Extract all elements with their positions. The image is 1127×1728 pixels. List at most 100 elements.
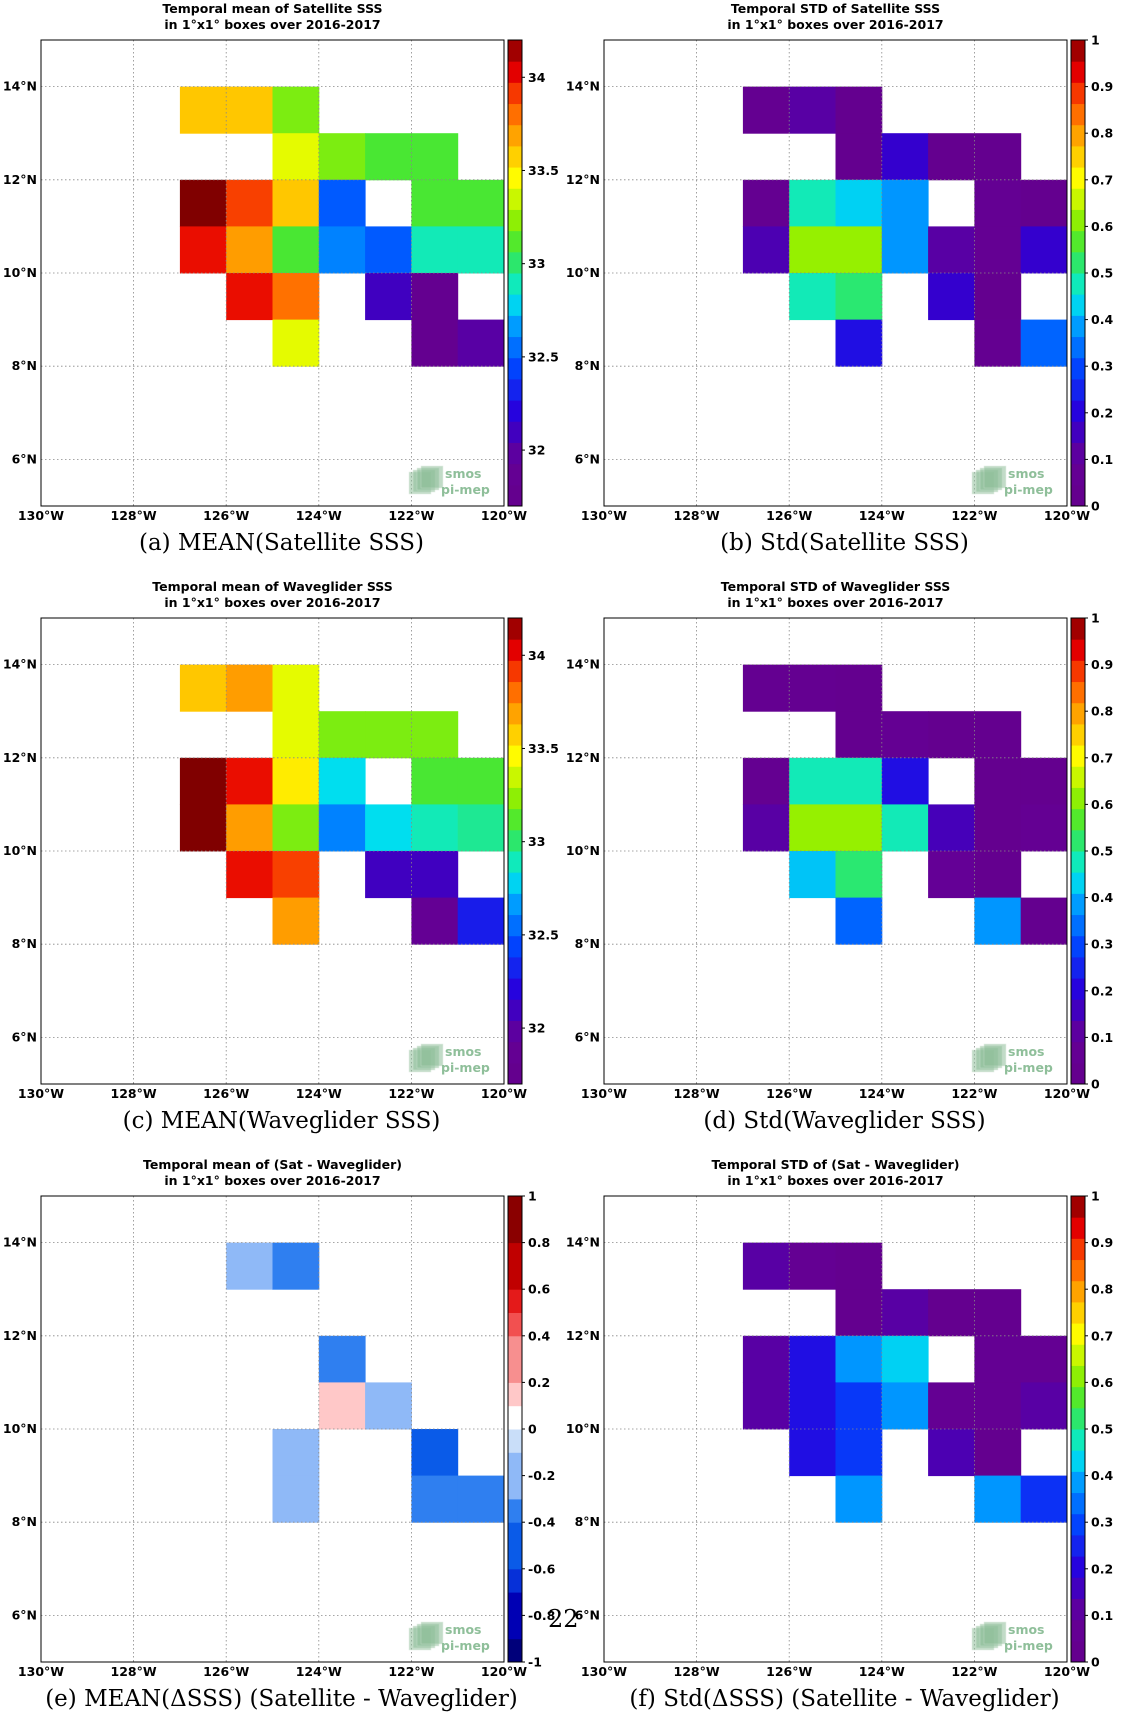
y-tick-label: 6°N [12,451,37,466]
heatmap-cell [179,226,227,274]
x-tick-label: 120°W [481,1086,527,1101]
heatmap-cell [272,897,320,945]
x-tick-label: 122°W [388,1086,434,1101]
heatmap-cell [226,226,273,274]
colorbar-tick-label: 0.7 [1091,750,1113,765]
heatmap-cell [974,1429,1022,1477]
heatmap-cell [318,1335,366,1383]
heatmap-cell [974,133,1022,181]
colorbar-tick-label: 0.2 [1091,1561,1113,1576]
colorbar-tick-label: 32 [528,443,545,458]
svg-text:pi-mep: pi-mep [1004,482,1053,497]
y-tick-label: 8°N [575,358,600,373]
heatmap-cell [835,757,883,805]
heatmap-cell [974,319,1022,367]
heatmap-cell [974,1335,1022,1383]
colorbar-tick-label: 1 [528,1189,537,1204]
colorbar-tick-label: 34 [528,70,546,85]
y-tick-label: 8°N [575,1514,600,1529]
heatmap-cell [272,133,320,181]
svg-text:smos: smos [1008,1622,1045,1637]
heatmap-cell [881,226,929,274]
x-tick-label: 120°W [481,1664,527,1679]
heatmap-cell [365,133,412,181]
heatmap-cell [835,664,883,712]
x-tick-label: 126°W [203,508,249,523]
heatmap-cell [835,1475,883,1523]
x-tick-label: 128°W [111,1664,157,1679]
heatmap-cell [272,851,320,899]
x-tick-label: 122°W [388,508,434,523]
y-tick-label: 12°N [3,172,37,187]
y-tick-label: 6°N [12,1029,37,1044]
x-tick-label: 128°W [111,1086,157,1101]
colorbar-tick-label: 0.5 [1091,266,1113,281]
colorbar-tick-label: 0.7 [1091,172,1113,187]
x-tick-label: 128°W [111,508,157,523]
heatmap-cell [318,757,366,805]
colorbar-tick-label: 0.8 [1091,704,1113,719]
heatmap-cell [835,133,883,181]
plot-frame [603,39,1068,507]
heatmap-cell [272,86,320,134]
y-tick-label: 14°N [3,657,37,672]
heatmap-cell [789,179,836,227]
svg-text:pi-mep: pi-mep [441,1060,490,1075]
y-tick-label: 6°N [575,1607,600,1622]
heatmap-cell [272,1429,320,1477]
heatmap-cell [928,133,975,181]
heatmap-cell [928,1382,975,1430]
heatmap-cell [457,897,505,945]
heatmap-cell [928,851,975,899]
colorbar-tick-label: 0 [1091,1077,1100,1092]
colorbar-tick-label: 0.8 [1091,1282,1113,1297]
heatmap-cell [881,1335,929,1383]
y-tick-label: 14°N [3,79,37,94]
heatmap-cell [835,711,883,759]
heatmap-cell [272,711,320,759]
plot-frame [40,39,505,507]
colorbar-tick-label: 0.2 [528,1375,550,1390]
heatmap-cell [789,226,836,274]
heatmap-cell [457,319,505,367]
heatmap-cell [179,664,227,712]
heatmap-cell [1020,226,1068,274]
chart-title: Temporal mean of Satellite SSS [162,1,382,16]
heatmap-cell [789,1335,836,1383]
colorbar-tick-label: 1 [1091,33,1100,48]
x-tick-label: 122°W [951,508,997,523]
heatmap-cell [365,711,412,759]
heatmap-cell [974,897,1022,945]
panel-caption: (e) MEAN(ΔSSS) (Satellite - Waveglider) [45,1686,518,1712]
heatmap-cell [742,226,790,274]
heatmap-cell [742,1242,790,1290]
heatmap-cell [272,273,320,321]
colorbar-tick-label: -0.6 [528,1561,556,1576]
heatmap-cell [411,711,459,759]
y-tick-label: 6°N [575,1029,600,1044]
y-tick-label: 12°N [566,750,600,765]
colorbar-tick-label: 0.3 [1091,359,1113,374]
plot-frame [40,617,505,1085]
heatmap-cell [318,179,366,227]
heatmap-cell [974,273,1022,321]
heatmap-cell [789,1382,836,1430]
colorbar-tick-label: 0 [1091,499,1100,514]
heatmap-cell [835,1429,883,1477]
x-tick-label: 130°W [581,508,627,523]
colorbar-tick-label: 33 [528,256,545,271]
colorbar [1070,1195,1088,1663]
colorbar-tick-label: 0.6 [528,1282,550,1297]
colorbar-tick-label: 0.4 [1091,312,1113,327]
heatmap-cell [1020,1382,1068,1430]
heatmap-cell [835,179,883,227]
chart-title: Temporal STD of Satellite SSS [731,1,940,16]
heatmap-cell [881,1382,929,1430]
colorbar-tick-label: 0.4 [528,1328,550,1343]
heatmap-cell [272,1242,320,1290]
panel-caption: (b) Std(Satellite SSS) [720,530,969,556]
heatmap-cell [457,804,505,852]
heatmap-cell [835,226,883,274]
